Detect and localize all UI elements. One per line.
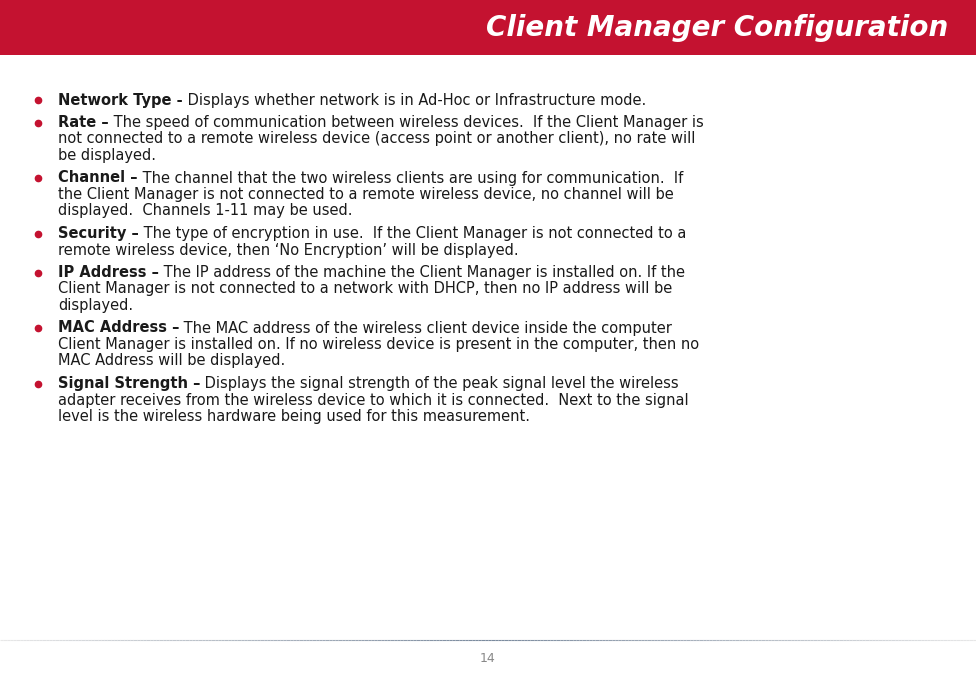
Text: Displays whether network is in Ad-Hoc or Infrastructure mode.: Displays whether network is in Ad-Hoc or… [183, 92, 646, 107]
Text: The MAC address of the wireless client device inside the computer: The MAC address of the wireless client d… [180, 321, 672, 335]
Text: The IP address of the machine the Client Manager is installed on. If the: The IP address of the machine the Client… [159, 265, 685, 280]
Bar [0, 0, 976, 55]
Text: Displays the signal strength of the peak signal level the wireless: Displays the signal strength of the peak… [200, 376, 679, 391]
Text: remote wireless device, then ‘No Encryption’ will be displayed.: remote wireless device, then ‘No Encrypt… [58, 242, 518, 257]
Text: 14: 14 [480, 651, 496, 664]
Text: Security –: Security – [58, 226, 139, 241]
Text: the Client Manager is not connected to a remote wireless device, no channel will: the Client Manager is not connected to a… [58, 187, 673, 202]
Text: level is the wireless hardware being used for this measurement.: level is the wireless hardware being use… [58, 409, 530, 424]
Text: displayed.: displayed. [58, 298, 133, 313]
Text: Client Manager is not connected to a network with DHCP, then no IP address will : Client Manager is not connected to a net… [58, 281, 672, 296]
Text: IP Address –: IP Address – [58, 265, 159, 280]
Text: Signal Strength –: Signal Strength – [58, 376, 200, 391]
Text: Client Manager Configuration: Client Manager Configuration [486, 14, 948, 41]
Text: be displayed.: be displayed. [58, 148, 156, 163]
Text: not connected to a remote wireless device (access point or another client), no r: not connected to a remote wireless devic… [58, 132, 695, 146]
Text: The type of encryption in use.  If the Client Manager is not connected to a: The type of encryption in use. If the Cl… [139, 226, 686, 241]
Text: The channel that the two wireless clients are using for communication.  If: The channel that the two wireless client… [138, 171, 683, 186]
Text: MAC Address –: MAC Address – [58, 321, 180, 335]
Text: Channel –: Channel – [58, 171, 138, 186]
Text: adapter receives from the wireless device to which it is connected.  Next to the: adapter receives from the wireless devic… [58, 392, 689, 408]
Text: MAC Address will be displayed.: MAC Address will be displayed. [58, 354, 285, 369]
Text: Network Type -: Network Type - [58, 92, 183, 107]
Text: displayed.  Channels 1-11 may be used.: displayed. Channels 1-11 may be used. [58, 203, 352, 219]
Text: The speed of communication between wireless devices.  If the Client Manager is: The speed of communication between wirel… [108, 115, 704, 130]
Text: Client Manager is installed on. If no wireless device is present in the computer: Client Manager is installed on. If no wi… [58, 337, 699, 352]
Text: Rate –: Rate – [58, 115, 108, 130]
